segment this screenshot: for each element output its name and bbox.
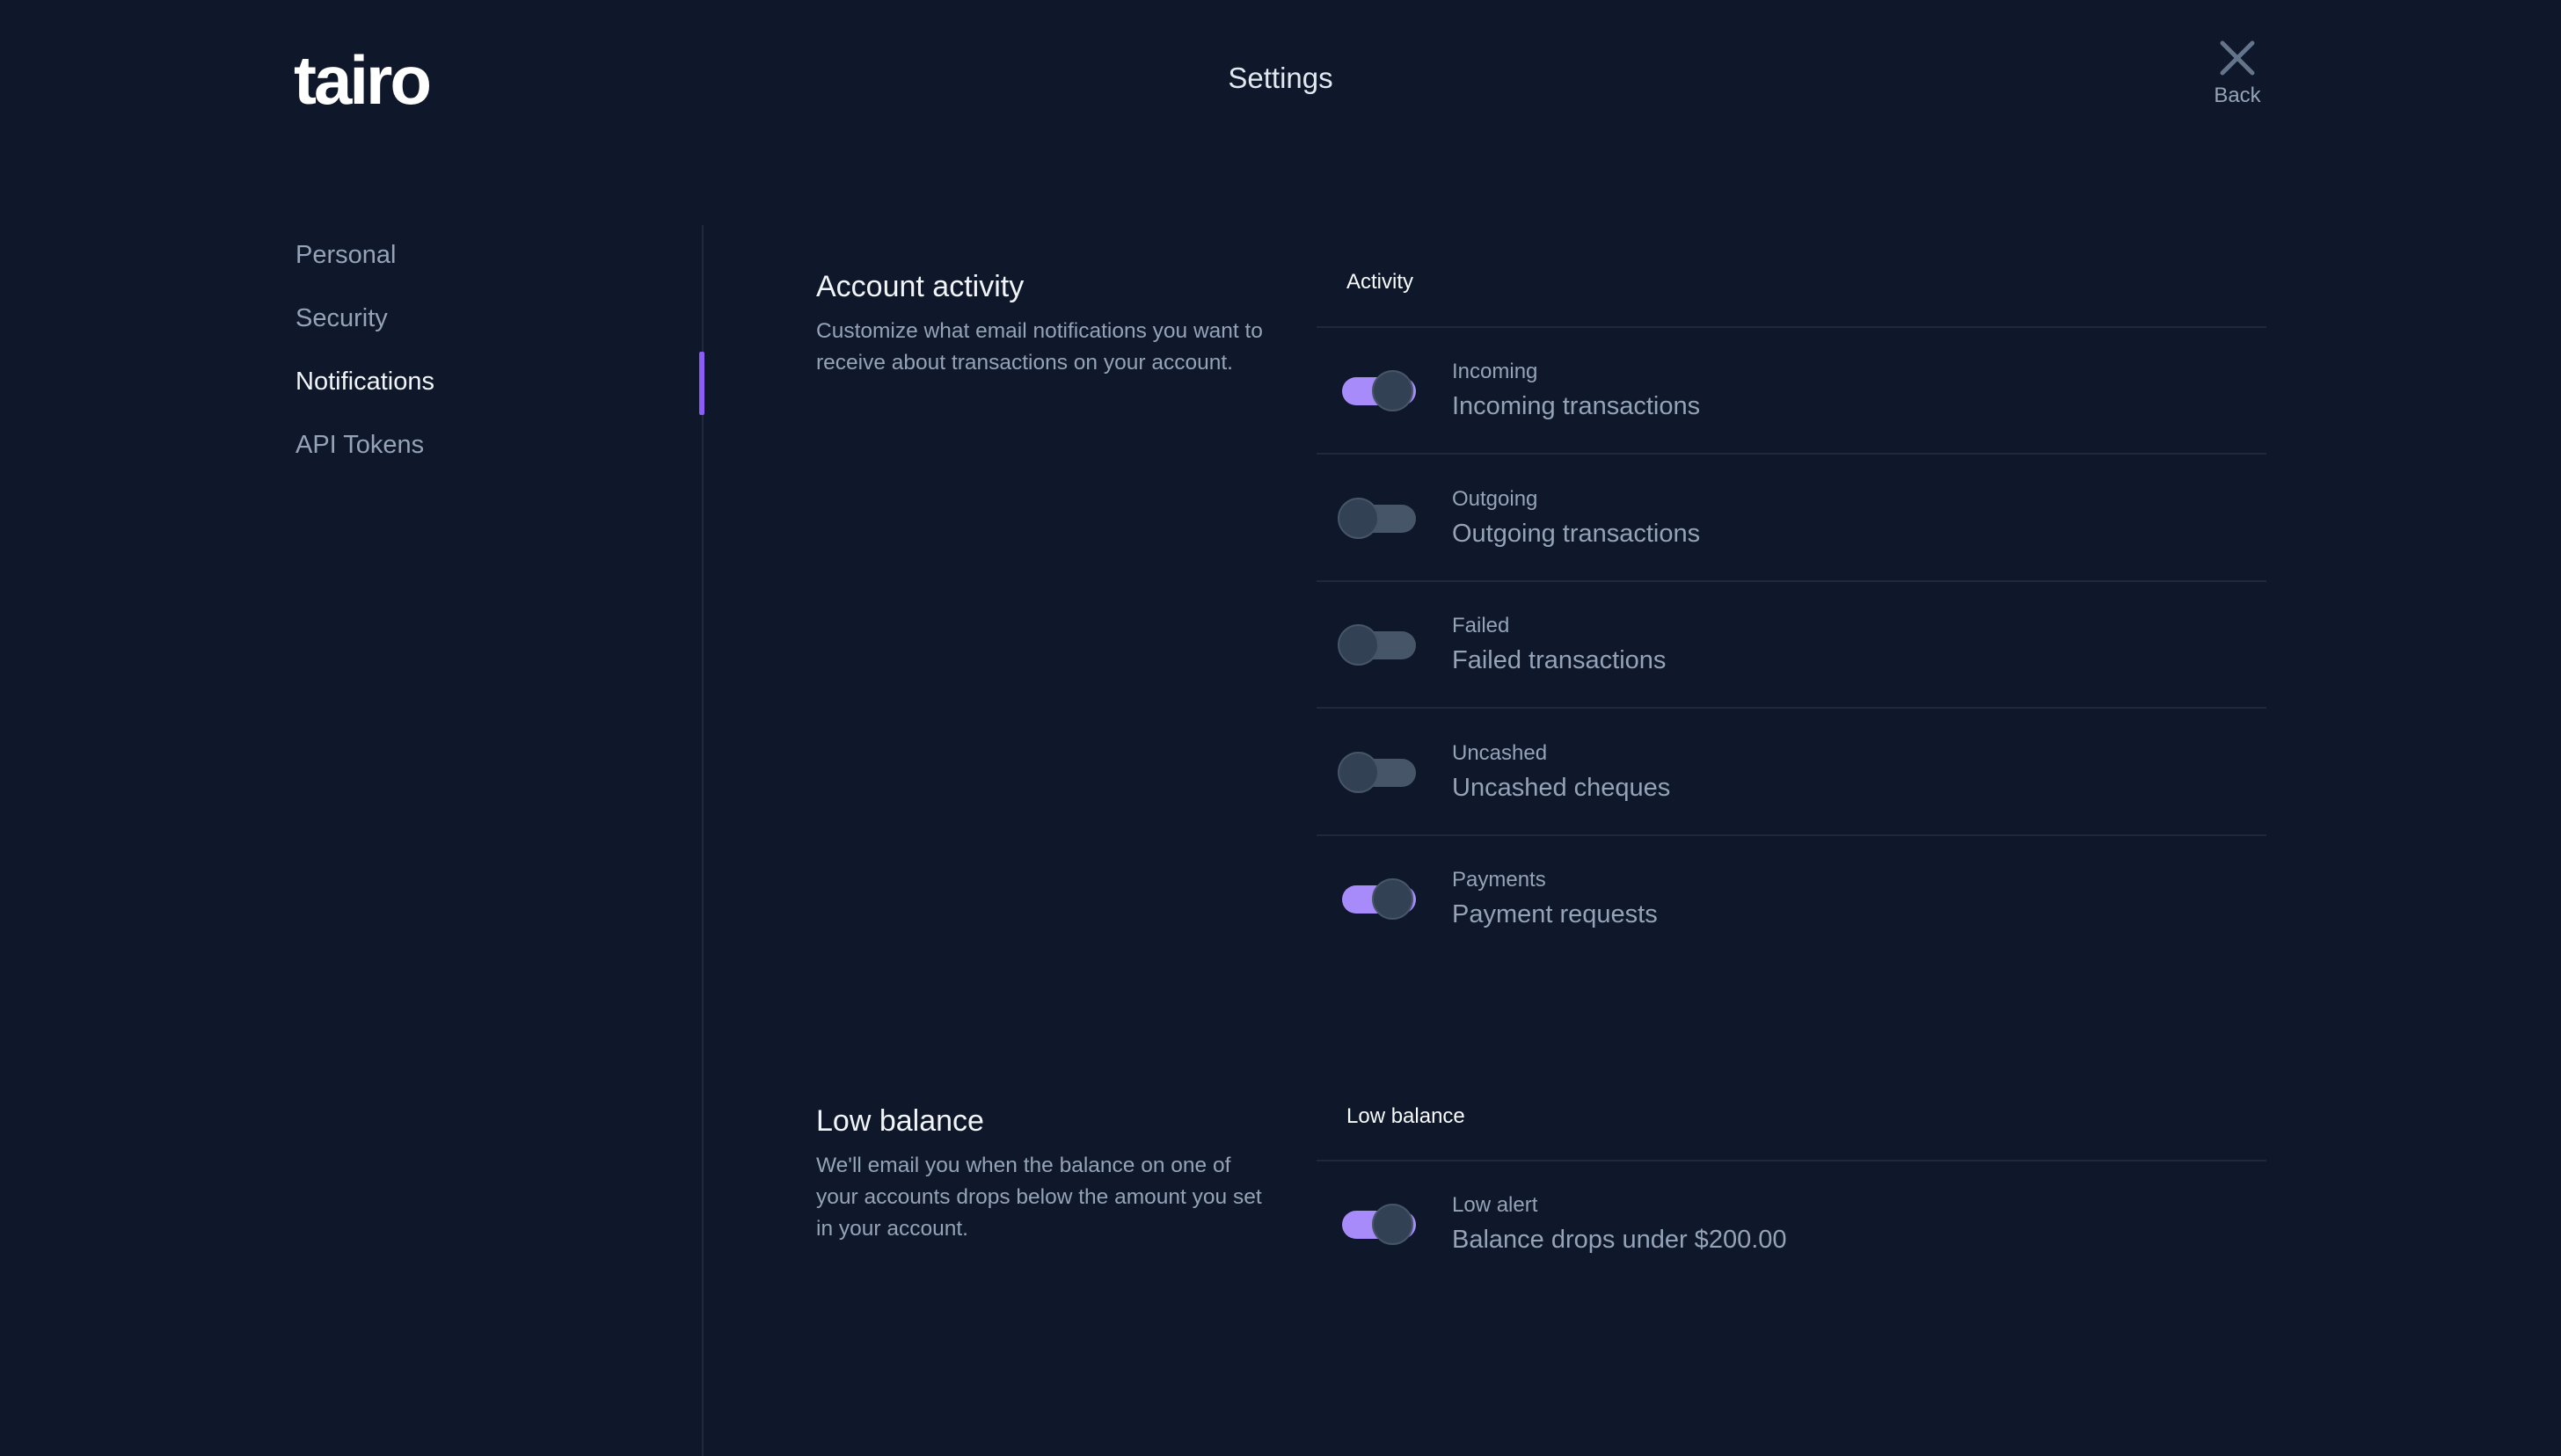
row-label: Outgoing: [1452, 486, 1538, 511]
toggle-payments[interactable]: [1337, 877, 1425, 921]
active-indicator: [699, 352, 704, 415]
toggle-knob: [1338, 497, 1379, 539]
row-description: Outgoing transactions: [1452, 519, 1701, 548]
section-description: Customize what email notifications you w…: [816, 319, 1263, 375]
group-header: Activity: [1346, 270, 1414, 294]
row-description: Uncashed cheques: [1452, 773, 1671, 802]
toggle-knob: [1372, 1204, 1413, 1245]
group-header: Low balance: [1346, 1104, 1465, 1128]
toggle-low-alert[interactable]: [1337, 1203, 1425, 1247]
toggle-failed[interactable]: [1337, 623, 1425, 667]
row-label: Payments: [1452, 868, 1546, 892]
page-title: Settings: [1228, 62, 1333, 94]
row-label: Uncashed: [1452, 740, 1548, 765]
divider: [1317, 1160, 2266, 1161]
row-label: Failed: [1452, 614, 1510, 637]
divider: [1317, 579, 2266, 582]
close-icon: [2220, 40, 2255, 76]
divider: [1317, 453, 2266, 455]
toggle-incoming[interactable]: [1337, 369, 1425, 413]
divider: [1317, 326, 2266, 328]
section-title: Low balance: [816, 1104, 984, 1138]
toggle-knob: [1338, 751, 1379, 793]
sidebar-divider: [702, 225, 704, 1456]
section-title: Account activity: [816, 270, 1025, 303]
row-label: Incoming: [1452, 360, 1538, 383]
sidebar-item-personal[interactable]: Personal: [296, 241, 397, 269]
tairo-logo: tairo: [294, 41, 432, 119]
row-label: Low alert: [1452, 1193, 1538, 1217]
row-description: Payment requests: [1452, 900, 1658, 928]
toggle-knob: [1372, 370, 1413, 411]
sidebar-item-security[interactable]: Security: [296, 304, 388, 332]
row-description: Failed transactions: [1452, 646, 1667, 674]
section-description: We'll email you when the balance on one …: [816, 1154, 1262, 1241]
toggle-knob: [1338, 624, 1379, 666]
back-button[interactable]: Back: [2207, 40, 2267, 127]
sidebar-item-notifications[interactable]: Notifications: [296, 368, 434, 396]
sidebar-item-api-tokens[interactable]: API Tokens: [296, 431, 425, 459]
toggle-outgoing[interactable]: [1337, 497, 1425, 541]
row-description: Balance drops under $200.00: [1452, 1226, 1787, 1254]
divider: [1317, 707, 2266, 709]
back-label: Back: [2214, 84, 2261, 107]
toggle-uncashed[interactable]: [1337, 751, 1425, 795]
toggle-knob: [1372, 878, 1413, 920]
divider: [1317, 834, 2266, 836]
row-description: Incoming transactions: [1452, 392, 1701, 420]
